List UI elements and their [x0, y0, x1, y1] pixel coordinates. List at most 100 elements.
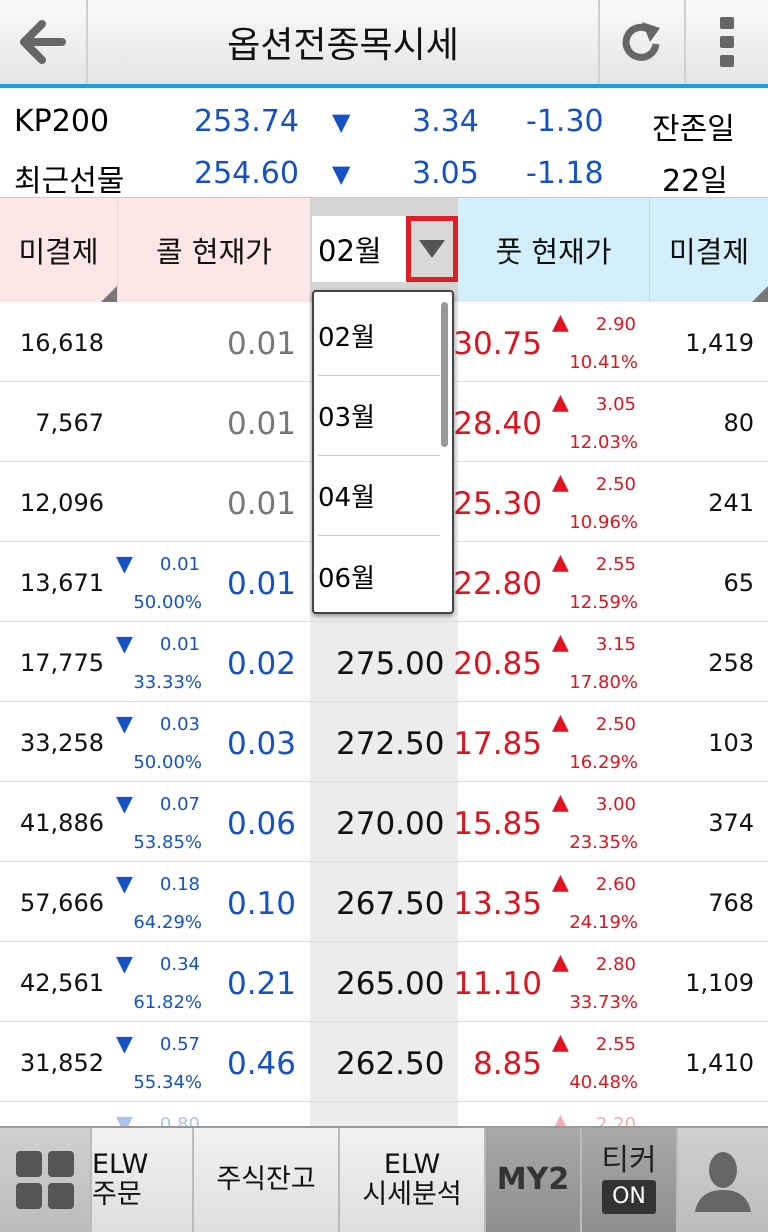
month-dropdown-list: 02월 03월 04월 06월 — [312, 290, 454, 614]
up-triangle-icon: ▲ — [552, 790, 569, 815]
down-triangle-icon: ▼ — [116, 872, 133, 897]
call-price: 0.21 — [226, 966, 296, 1002]
button-label: ELW — [92, 1149, 149, 1180]
kp200-row: KP200 253.74 ▼ 3.34 -1.30 잔존일 — [0, 96, 768, 148]
page-title: 옵션전종목시세 — [86, 0, 598, 84]
call-change: 0.01 — [159, 554, 200, 575]
dropdown-option[interactable]: 03월 — [318, 376, 440, 456]
put-rate: 24.19% — [569, 912, 638, 933]
down-triangle-icon: ▼ — [116, 552, 133, 577]
put-rate: 10.41% — [569, 352, 638, 373]
down-triangle-icon: ▼ — [116, 952, 133, 977]
put-rate: 33.73% — [569, 992, 638, 1013]
call-rate: 50.00% — [133, 752, 202, 773]
selected-month: 02월 — [318, 234, 382, 268]
more-vertical-icon — [720, 17, 734, 67]
put-oi: 1,410 — [685, 1049, 754, 1077]
index-label: KP200 — [14, 104, 110, 139]
ticker-label: 티커 — [601, 1143, 657, 1178]
month-dropdown-button[interactable] — [406, 216, 458, 282]
call-price: 0.03 — [226, 726, 296, 762]
call-oi-header[interactable]: 미결제 — [0, 198, 118, 302]
button-label: 주식잔고 — [216, 1164, 316, 1195]
dropdown-option[interactable]: 04월 — [318, 456, 440, 536]
call-oi: 13,671 — [20, 569, 104, 597]
call-oi: 17,775 — [20, 649, 104, 677]
strike-price: 265.00 — [336, 966, 445, 1002]
call-oi: 31,852 — [20, 1049, 104, 1077]
call-price: 0.01 — [226, 406, 296, 442]
put-oi-header[interactable]: 미결제 — [650, 198, 768, 302]
call-price: 0.01 — [226, 486, 296, 522]
my2-button[interactable]: MY2 — [484, 1128, 580, 1232]
up-triangle-icon: ▲ — [552, 390, 569, 415]
call-price: 0.46 — [226, 1046, 296, 1082]
ticker-state-badge: ON — [602, 1180, 656, 1214]
button-label: MY2 — [496, 1162, 570, 1197]
header-label: 미결제 — [668, 235, 750, 269]
up-triangle-icon: ▲ — [552, 630, 569, 655]
put-price: 20.85 — [453, 646, 542, 682]
put-oi: 1,109 — [685, 969, 754, 997]
put-change: 3.15 — [595, 634, 636, 655]
futures-rate: -1.18 — [526, 156, 604, 191]
call-price-header: 콜 현재가 — [118, 198, 310, 302]
table-row[interactable]: 33,258 ▼ 0.03 50.00% 0.03 272.50 17.85 ▲ 2.50 16.… — [0, 702, 768, 782]
strike-price: 262.50 — [336, 1046, 445, 1082]
menu-grid-button[interactable] — [0, 1128, 90, 1232]
table-row[interactable]: 41,886 ▼ 0.07 53.85% 0.06 270.00 15.85 ▲ 3.00 23.… — [0, 782, 768, 862]
futures-label: 최근선물 — [14, 164, 125, 199]
elw-order-button[interactable]: ELW 주문 — [90, 1128, 192, 1232]
put-oi: 374 — [708, 809, 754, 837]
put-change: 3.00 — [595, 794, 636, 815]
call-price: 0.01 — [226, 326, 296, 362]
call-price: 0.10 — [226, 886, 296, 922]
table-row[interactable]: 13,671 ▼ 0.01 50.00% 0.01 22.80 ▲ 2.55 12.59% 65 — [0, 542, 768, 622]
dropdown-scrollbar[interactable] — [441, 302, 448, 447]
put-price: 8.85 — [472, 1046, 542, 1082]
table-row[interactable]: 17,775 ▼ 0.01 33.33% 0.02 275.00 20.85 ▲ 3.15 17.… — [0, 622, 768, 702]
refresh-button[interactable] — [598, 0, 684, 84]
call-oi: 41,886 — [20, 809, 104, 837]
put-price: 13.35 — [453, 886, 542, 922]
down-triangle-icon: ▼ — [116, 712, 133, 737]
strike-price: 275.00 — [336, 646, 445, 682]
put-rate: 12.59% — [569, 592, 638, 613]
button-label: ELW — [383, 1149, 441, 1180]
elw-analysis-button[interactable]: ELW 시세분석 — [338, 1128, 484, 1232]
table-row[interactable]: 31,852 ▼ 0.57 55.34% 0.46 262.50 8.85 ▲ 2.55 40.4… — [0, 1022, 768, 1102]
days-left-value: 22일 — [662, 164, 728, 199]
put-rate: 40.48% — [569, 1072, 638, 1093]
header-label: 콜 현재가 — [156, 235, 272, 269]
put-oi: 65 — [723, 569, 754, 597]
table-row[interactable]: 57,666 ▼ 0.18 64.29% 0.10 267.50 13.35 ▲ 2.60 24.… — [0, 862, 768, 942]
call-change: 0.03 — [159, 714, 200, 735]
call-change: 0.01 — [159, 634, 200, 655]
put-price: 25.30 — [453, 486, 542, 522]
call-rate: 64.29% — [133, 912, 202, 933]
back-button[interactable] — [0, 0, 86, 84]
call-change: 0.07 — [159, 794, 200, 815]
ticker-toggle[interactable]: 티커 ON — [580, 1128, 676, 1232]
put-change: 2.50 — [595, 474, 636, 495]
stock-balance-button[interactable]: 주식잔고 — [192, 1128, 338, 1232]
down-triangle-icon: ▼ — [116, 792, 133, 817]
more-button[interactable] — [684, 0, 768, 84]
put-price: 28.40 — [453, 406, 542, 442]
call-oi: 42,561 — [20, 969, 104, 997]
dropdown-option[interactable]: 02월 — [318, 296, 440, 376]
profile-button[interactable] — [676, 1128, 768, 1232]
up-triangle-icon: ▲ — [552, 950, 569, 975]
put-price: 15.85 — [453, 806, 542, 842]
table-row[interactable]: 42,561 ▼ 0.34 61.82% 0.21 265.00 11.10 ▲ 2.80 33.… — [0, 942, 768, 1022]
dropdown-option[interactable]: 06월 — [318, 563, 376, 594]
futures-change: 3.05 — [412, 156, 479, 191]
header-label: 미결제 — [18, 235, 99, 269]
strike-price: 270.00 — [336, 806, 445, 842]
put-oi: 258 — [708, 649, 754, 677]
put-price-header: 풋 현재가 — [458, 198, 650, 302]
table-row[interactable]: 16,618 0.01 30.75 ▲ 2.90 10.41% 1,419 — [0, 302, 768, 382]
index-change: 3.34 — [412, 104, 479, 139]
days-left-label: 잔존일 — [652, 112, 735, 147]
call-rate: 55.34% — [133, 1072, 202, 1093]
